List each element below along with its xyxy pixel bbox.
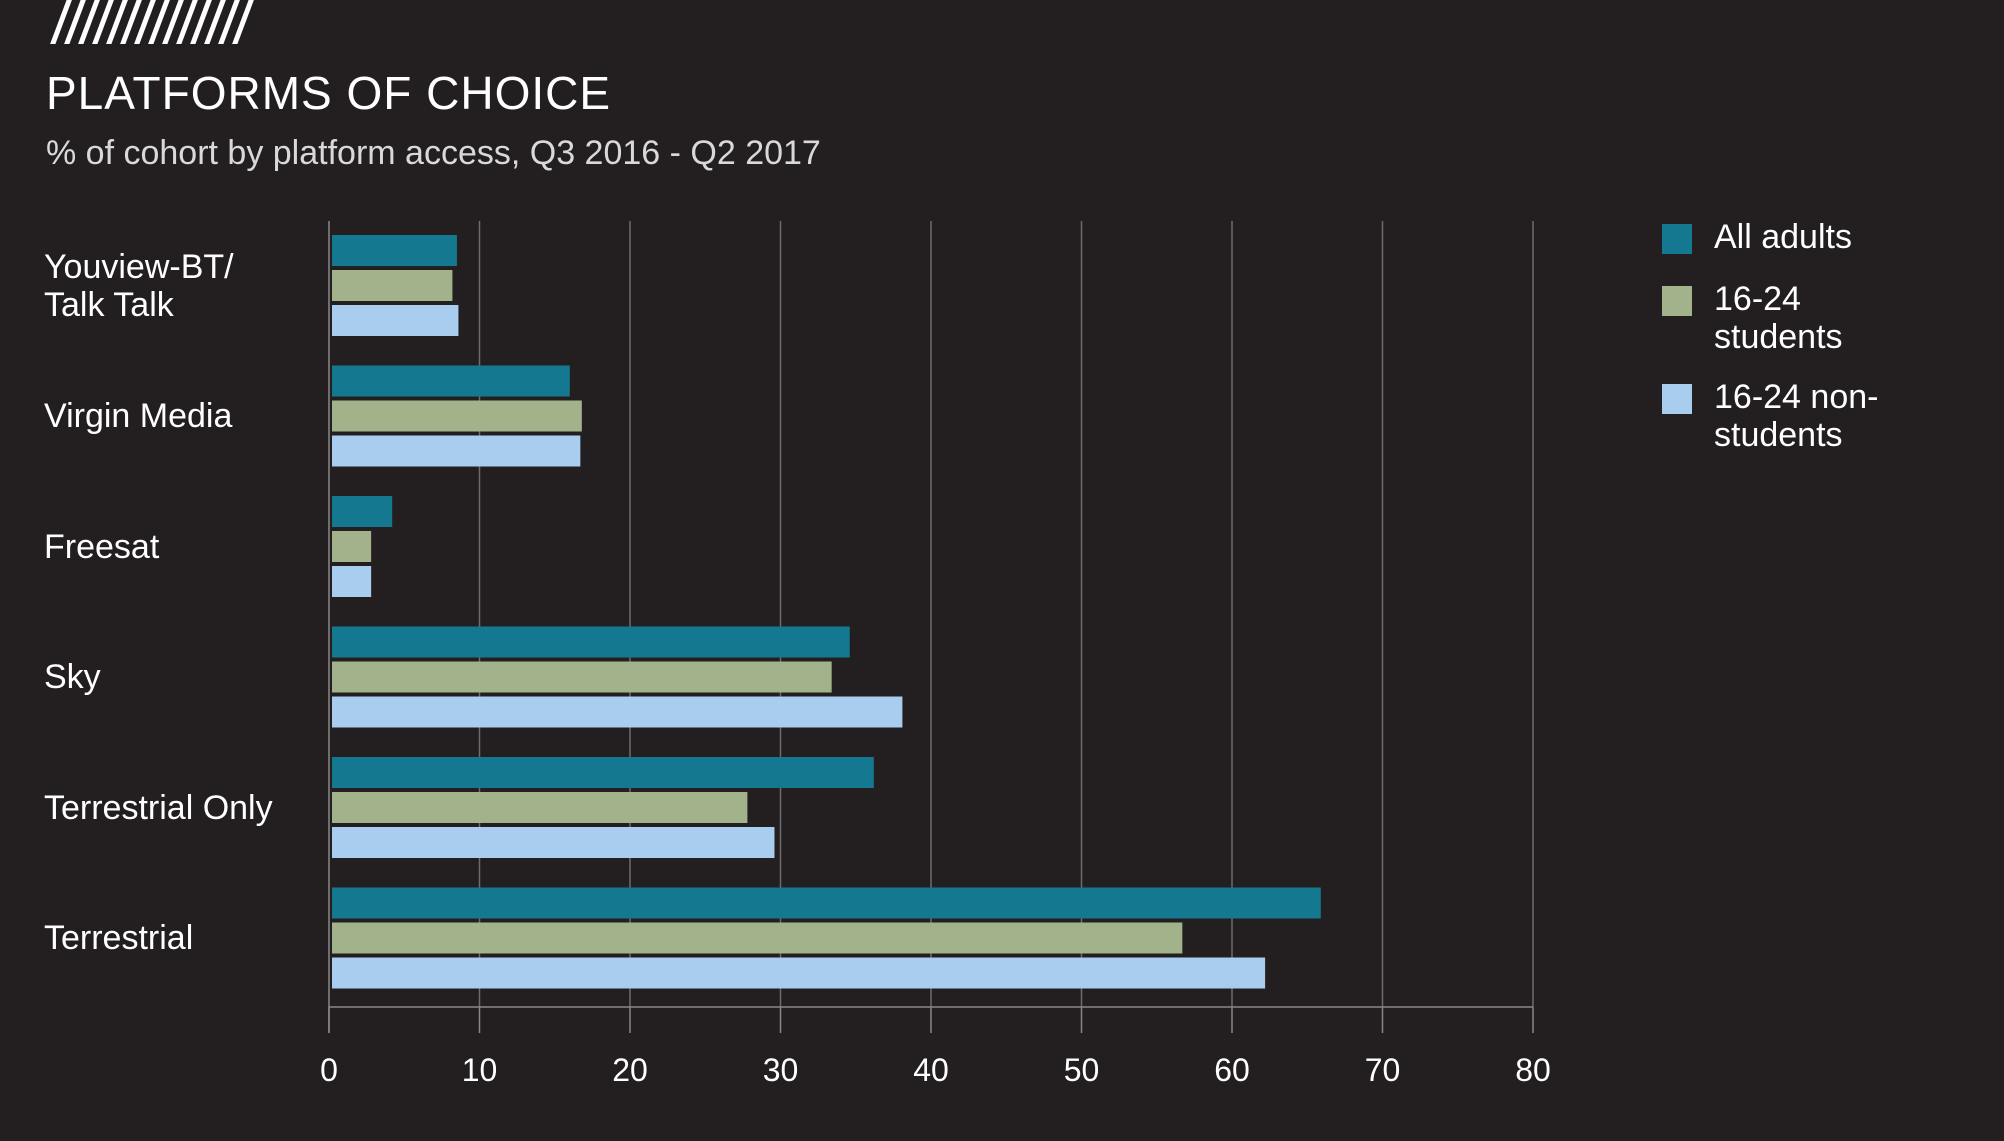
bar bbox=[332, 566, 372, 597]
bar bbox=[332, 626, 850, 658]
bar bbox=[332, 365, 570, 397]
x-tick-label: 80 bbox=[1515, 1052, 1551, 1088]
legend-swatch bbox=[1662, 384, 1692, 414]
legend-swatch bbox=[1662, 224, 1692, 254]
category-label: Terrestrial bbox=[44, 919, 194, 957]
bar bbox=[332, 305, 459, 336]
category-label: Sky bbox=[44, 658, 101, 696]
category-label: Terrestrial Only bbox=[44, 788, 273, 827]
x-tick-label: 20 bbox=[612, 1052, 648, 1088]
bars bbox=[332, 235, 1321, 989]
bar bbox=[332, 957, 1266, 989]
decorative-hatch bbox=[50, 0, 254, 44]
category-label: Youview-BT/ Talk Talk bbox=[44, 247, 234, 324]
bar bbox=[332, 827, 775, 858]
x-axis: 0 10 20 30 40 50 60 70 80 bbox=[320, 221, 1551, 1088]
category-label: Virgin Media bbox=[44, 397, 233, 435]
x-tick-label: 10 bbox=[462, 1052, 498, 1088]
legend-swatch bbox=[1662, 286, 1692, 316]
category-label: Freesat bbox=[44, 527, 160, 566]
bar bbox=[332, 435, 581, 467]
legend-item: All adults bbox=[1662, 218, 1904, 256]
chart-title: PLATFORMS OF CHOICE bbox=[46, 67, 612, 119]
grid-lines bbox=[478, 221, 1534, 1007]
x-tick-label: 60 bbox=[1214, 1052, 1250, 1088]
bar bbox=[332, 531, 372, 562]
x-tick-label: 40 bbox=[913, 1052, 949, 1088]
legend-item: 16-24 non-students bbox=[1662, 378, 1904, 454]
legend-item: 16-24 students bbox=[1662, 280, 1904, 356]
x-tick-label: 30 bbox=[763, 1052, 799, 1088]
legend-label: 16-24 students bbox=[1714, 280, 1843, 356]
bar bbox=[332, 792, 748, 823]
x-tick-label: 0 bbox=[320, 1052, 338, 1088]
bar bbox=[332, 922, 1183, 954]
legend-label: All adults bbox=[1714, 218, 1852, 256]
bar bbox=[332, 696, 903, 728]
bar bbox=[332, 661, 832, 693]
x-tick-label: 50 bbox=[1064, 1052, 1100, 1088]
bar bbox=[332, 757, 874, 788]
legend-label: 16-24 non-students bbox=[1714, 378, 1879, 454]
bar bbox=[332, 887, 1321, 919]
bar bbox=[332, 400, 582, 432]
bar bbox=[332, 496, 393, 527]
bar bbox=[332, 270, 453, 301]
x-tick-label: 70 bbox=[1365, 1052, 1401, 1088]
bar bbox=[332, 235, 457, 266]
chart-subtitle: % of cohort by platform access, Q3 2016 … bbox=[46, 134, 821, 172]
